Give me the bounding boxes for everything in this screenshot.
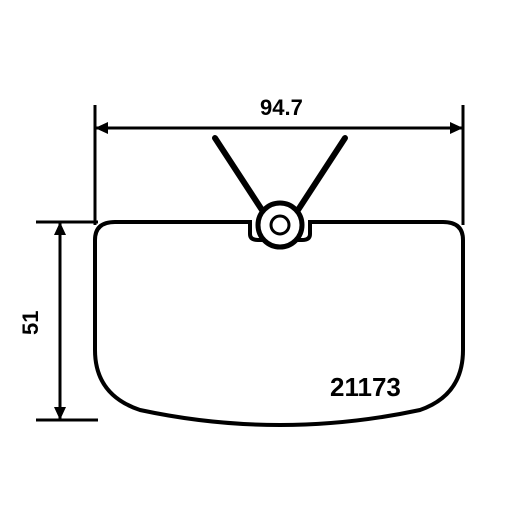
diagram-svg bbox=[0, 0, 516, 516]
clip-v-left bbox=[215, 138, 262, 210]
brake-pad-outline bbox=[95, 222, 463, 425]
width-dimension-label: 94.7 bbox=[260, 95, 303, 121]
part-number-label: 21173 bbox=[330, 372, 401, 403]
height-arrow-bottom bbox=[54, 407, 66, 420]
height-arrow-top bbox=[54, 222, 66, 235]
clip-ring-outer bbox=[258, 203, 302, 247]
width-arrow-right bbox=[450, 122, 463, 134]
width-arrow-left bbox=[95, 122, 108, 134]
height-dimension-label: 51 bbox=[18, 311, 44, 335]
technical-drawing: 94.7 51 21173 bbox=[0, 0, 516, 516]
clip-v-right bbox=[298, 138, 345, 210]
